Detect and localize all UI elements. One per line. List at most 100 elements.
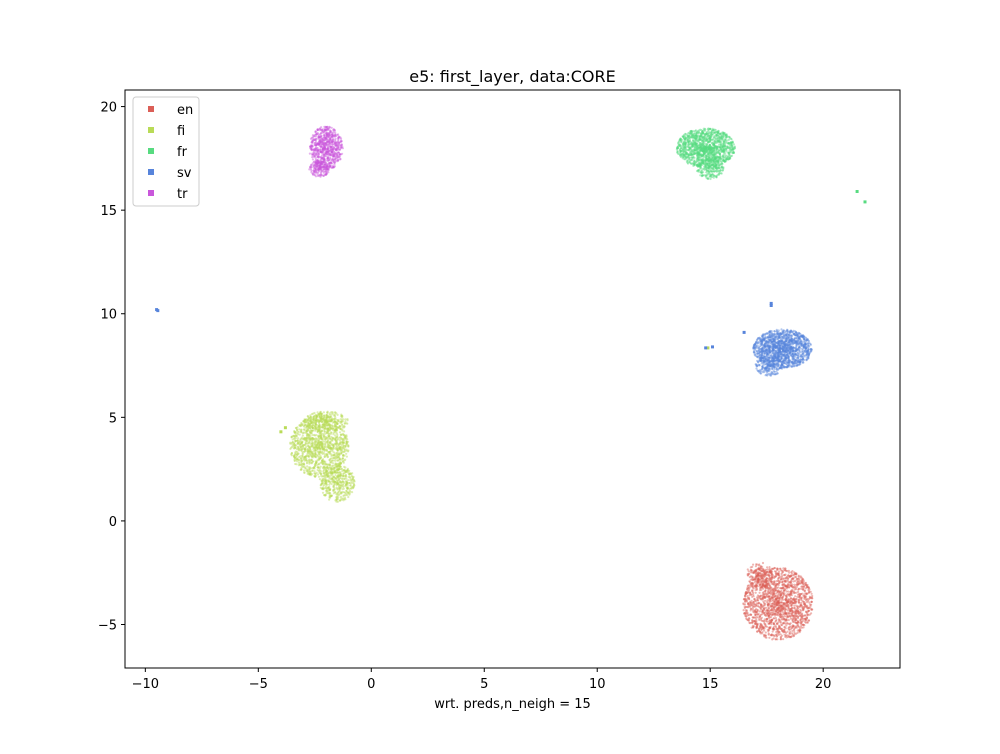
- data-point: [779, 595, 782, 598]
- data-point: [796, 617, 800, 620]
- data-point: [781, 581, 784, 584]
- data-point: [772, 634, 776, 637]
- data-point: [763, 634, 766, 637]
- data-point: [719, 157, 722, 160]
- data-point: [743, 606, 746, 610]
- data-point: [329, 492, 332, 495]
- data-point: [753, 619, 756, 623]
- data-point: [786, 611, 790, 614]
- data-point: [756, 575, 759, 578]
- data-point: [801, 592, 804, 595]
- data-point: [784, 585, 787, 588]
- data-point: [790, 603, 793, 606]
- data-point: [794, 579, 797, 583]
- data-point: [756, 609, 759, 612]
- data-point: [306, 418, 309, 421]
- data-point: [789, 604, 793, 607]
- data-point: [712, 131, 715, 134]
- data-point: [724, 143, 727, 146]
- data-point: [694, 130, 697, 133]
- data-point: [798, 596, 801, 599]
- data-point: [800, 585, 803, 588]
- data-point: [754, 622, 757, 625]
- data-point: [773, 603, 777, 606]
- data-point: [311, 453, 314, 456]
- data-point: [766, 614, 769, 617]
- data-point: [321, 446, 324, 449]
- data-point: [798, 580, 801, 584]
- data-point: [809, 603, 812, 606]
- data-point: [788, 632, 791, 635]
- data-point: [779, 633, 782, 636]
- data-point: [307, 429, 311, 432]
- data-point: [748, 598, 751, 601]
- data-point: [743, 612, 746, 615]
- data-point: [781, 618, 784, 621]
- data-point: [767, 590, 770, 593]
- data-point: [744, 611, 747, 614]
- data-point: [799, 612, 802, 615]
- data-point: [790, 627, 793, 630]
- data-point: [781, 580, 785, 583]
- data-point: [748, 617, 751, 621]
- data-point: [335, 457, 338, 460]
- data-point: [786, 598, 790, 601]
- data-point: [749, 583, 752, 586]
- data-point: [775, 622, 779, 626]
- data-point: [701, 158, 704, 161]
- data-point: [764, 596, 767, 599]
- data-point: [803, 624, 806, 627]
- data-point: [322, 488, 325, 491]
- data-point: [759, 603, 763, 607]
- data-point: [319, 486, 322, 489]
- data-point: [783, 567, 787, 570]
- data-point: [688, 136, 691, 139]
- data-point: [777, 589, 780, 592]
- data-point: [326, 436, 329, 439]
- data-point: [700, 131, 704, 134]
- data-point: [686, 162, 690, 165]
- data-point: [805, 616, 809, 620]
- data-point: [786, 615, 789, 618]
- data-point: [760, 588, 763, 592]
- data-point: [689, 158, 693, 161]
- data-point: [806, 620, 809, 624]
- data-point: [332, 414, 335, 417]
- data-point: [749, 566, 752, 569]
- data-point: [795, 632, 798, 635]
- data-point: [770, 596, 774, 599]
- data-point: [774, 586, 777, 590]
- data-point: [768, 592, 771, 595]
- data-point: [314, 419, 317, 422]
- data-point: [774, 598, 778, 601]
- data-point: [708, 127, 711, 130]
- data-point: [298, 456, 301, 459]
- data-point: [759, 630, 762, 634]
- data-point: [759, 598, 762, 601]
- data-point: [776, 608, 779, 611]
- data-point: [807, 609, 810, 612]
- data-point: [792, 577, 795, 581]
- data-point: [788, 628, 791, 631]
- data-point: [762, 578, 765, 581]
- data-point: [804, 614, 807, 617]
- data-point: [803, 597, 806, 600]
- data-point: [686, 134, 689, 137]
- data-point: [785, 594, 788, 597]
- data-point: [314, 448, 318, 451]
- data-point: [338, 431, 342, 434]
- data-point: [781, 583, 784, 586]
- data-point: [761, 624, 764, 627]
- data-point: [777, 610, 780, 613]
- data-point: [784, 608, 787, 611]
- data-point: [779, 607, 783, 610]
- data-point: [759, 585, 763, 589]
- data-point: [774, 594, 777, 597]
- data-point: [321, 429, 324, 432]
- data-point: [718, 136, 721, 139]
- data-point: [803, 605, 806, 608]
- data-point: [748, 580, 752, 584]
- data-point: [335, 412, 338, 415]
- data-point: [804, 619, 807, 622]
- data-point: [785, 619, 788, 622]
